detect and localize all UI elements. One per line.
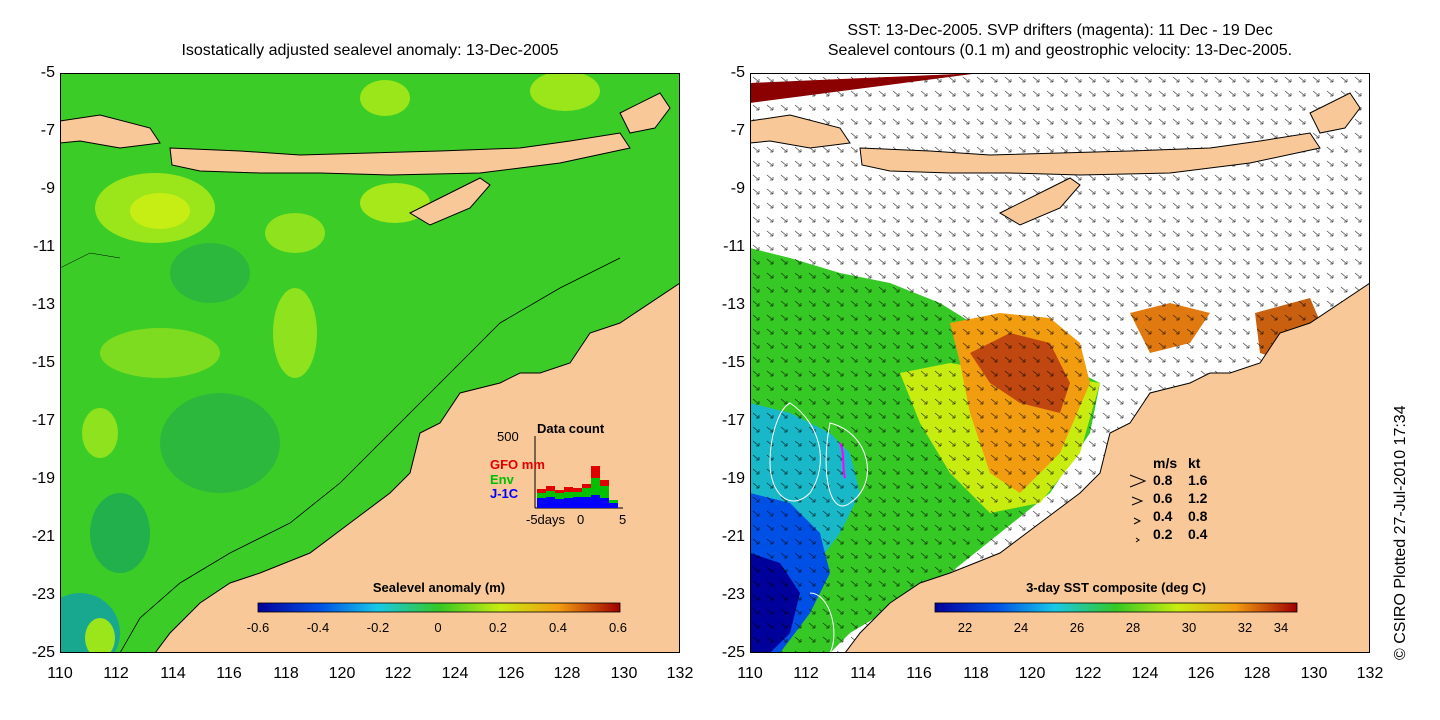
y-tick-right: -25 <box>721 644 745 661</box>
velocity-legend-kt: 1.6 <box>1188 472 1208 488</box>
y-tick-left: -5 <box>40 64 55 81</box>
x-tick-right: 118 <box>963 665 989 682</box>
x-tick-right: 128 <box>1243 665 1271 682</box>
legend-gfo: GFO mm <box>490 457 545 472</box>
y-tick-left: -15 <box>31 354 55 371</box>
sealevel-colorbar <box>257 602 621 613</box>
x-tick-left: 126 <box>497 665 525 682</box>
sst-cbar-tick: 24 <box>1013 620 1029 635</box>
velocity-legend-ms: 0.4 <box>1153 508 1173 524</box>
sst-cbar-tick: 26 <box>1069 620 1085 635</box>
x-tick-left: 130 <box>610 665 638 682</box>
sealevel-cbar-tick: 0.2 <box>488 620 508 635</box>
y-tick-right: -23 <box>721 586 745 603</box>
y-tick-right: -21 <box>721 528 745 545</box>
x-tick-right: 112 <box>793 665 819 682</box>
left-panel-frame <box>60 73 680 653</box>
sealevel-cbar-tick: -0.2 <box>366 620 390 635</box>
y-tick-right: -9 <box>730 180 745 197</box>
sealevel-cbar-tick: -0.4 <box>306 620 330 635</box>
x-tick-right: 120 <box>1018 665 1046 682</box>
sst-colorbar-title: 3-day SST composite (deg C) <box>1026 580 1206 595</box>
data-count-xlabel: 0 <box>577 512 585 527</box>
sst-cbar-tick: 34 <box>1273 620 1289 635</box>
data-count-xlabel: 5 <box>619 512 627 527</box>
data-count-xlabel: -5days <box>526 512 566 527</box>
y-tick-left: -19 <box>31 470 55 487</box>
velocity-legend-header-ms: m/s <box>1153 455 1178 471</box>
right-panel-frame <box>750 73 1370 653</box>
velocity-legend-ms: 0.6 <box>1153 490 1173 506</box>
sst-cbar-tick: 30 <box>1181 620 1197 635</box>
sst-map-svg <box>750 73 1370 653</box>
x-tick-right: 130 <box>1300 665 1328 682</box>
legend-env: Env <box>490 472 514 487</box>
y-tick-left: -9 <box>40 180 55 197</box>
y-tick-left: -11 <box>33 238 55 255</box>
y-tick-left: -23 <box>31 586 55 603</box>
sst-cbar-tick: 22 <box>957 620 973 635</box>
sealevel-anomaly-map <box>60 73 680 653</box>
y-tick-right: -17 <box>721 412 745 429</box>
x-tick-right: 124 <box>1131 665 1159 682</box>
credit-text: © CSIRO Plotted 27-Jul-2010 17:34 <box>1392 405 1409 660</box>
x-tick-left: 116 <box>216 665 242 682</box>
sealevel-colorbar-title: Sealevel anomaly (m) <box>372 580 506 595</box>
x-tick-left: 122 <box>384 665 412 682</box>
x-tick-left: 124 <box>441 665 469 682</box>
right-panel-title-line1: SST: 13-Dec-2005. SVP drifters (magenta)… <box>847 22 1273 39</box>
data-count-histogram <box>534 436 623 509</box>
right-panel-title-line2: Sealevel contours (0.1 m) and geostrophi… <box>827 42 1293 59</box>
velocity-legend-kt: 1.2 <box>1188 490 1208 506</box>
x-tick-left: 112 <box>103 665 129 682</box>
y-tick-left: -7 <box>40 122 55 139</box>
x-tick-right: 126 <box>1187 665 1215 682</box>
y-tick-right: -7 <box>730 122 745 139</box>
y-tick-right: -5 <box>730 64 745 81</box>
x-tick-right: 132 <box>1356 665 1384 682</box>
x-tick-left: 132 <box>666 665 694 682</box>
y-tick-right: -15 <box>721 354 745 371</box>
sealevel-cbar-tick: 0.4 <box>548 620 568 635</box>
x-tick-right: 122 <box>1074 665 1102 682</box>
y-tick-left: -13 <box>31 296 55 313</box>
x-tick-right: 114 <box>850 665 876 682</box>
sst-cbar-tick: 28 <box>1125 620 1141 635</box>
x-tick-left: 128 <box>553 665 581 682</box>
x-tick-left: 110 <box>47 665 73 682</box>
x-tick-right: 110 <box>737 665 763 682</box>
velocity-legend-kt: 0.4 <box>1188 526 1208 542</box>
velocity-legend-ms: 0.2 <box>1153 526 1173 542</box>
sealevel-cbar-tick: 0.6 <box>608 620 628 635</box>
x-tick-right: 116 <box>906 665 932 682</box>
y-tick-right: -19 <box>721 470 745 487</box>
data-count-title: Data count <box>537 421 605 436</box>
sealevel-map-svg <box>60 73 680 653</box>
y-tick-left: -17 <box>31 412 55 429</box>
legend-j1c: J-1C <box>490 486 519 501</box>
y-tick-right: -11 <box>723 238 745 255</box>
y-tick-right: -13 <box>721 296 745 313</box>
left-panel-title: Isostatically adjusted sealevel anomaly:… <box>181 42 559 59</box>
x-tick-left: 120 <box>328 665 356 682</box>
sealevel-cbar-tick: 0 <box>434 620 442 635</box>
sealevel-cbar-tick: -0.6 <box>246 620 270 635</box>
sst-map <box>750 73 1370 653</box>
y-tick-left: -21 <box>31 528 55 545</box>
y-tick-left: -25 <box>31 644 55 661</box>
data-count-ymax: 500 <box>497 429 519 444</box>
velocity-legend-header-kt: kt <box>1188 455 1201 471</box>
x-tick-left: 114 <box>160 665 186 682</box>
x-tick-left: 118 <box>273 665 299 682</box>
sst-cbar-tick: 32 <box>1237 620 1253 635</box>
velocity-legend-kt: 0.8 <box>1188 508 1208 524</box>
velocity-legend-ms: 0.8 <box>1153 472 1173 488</box>
